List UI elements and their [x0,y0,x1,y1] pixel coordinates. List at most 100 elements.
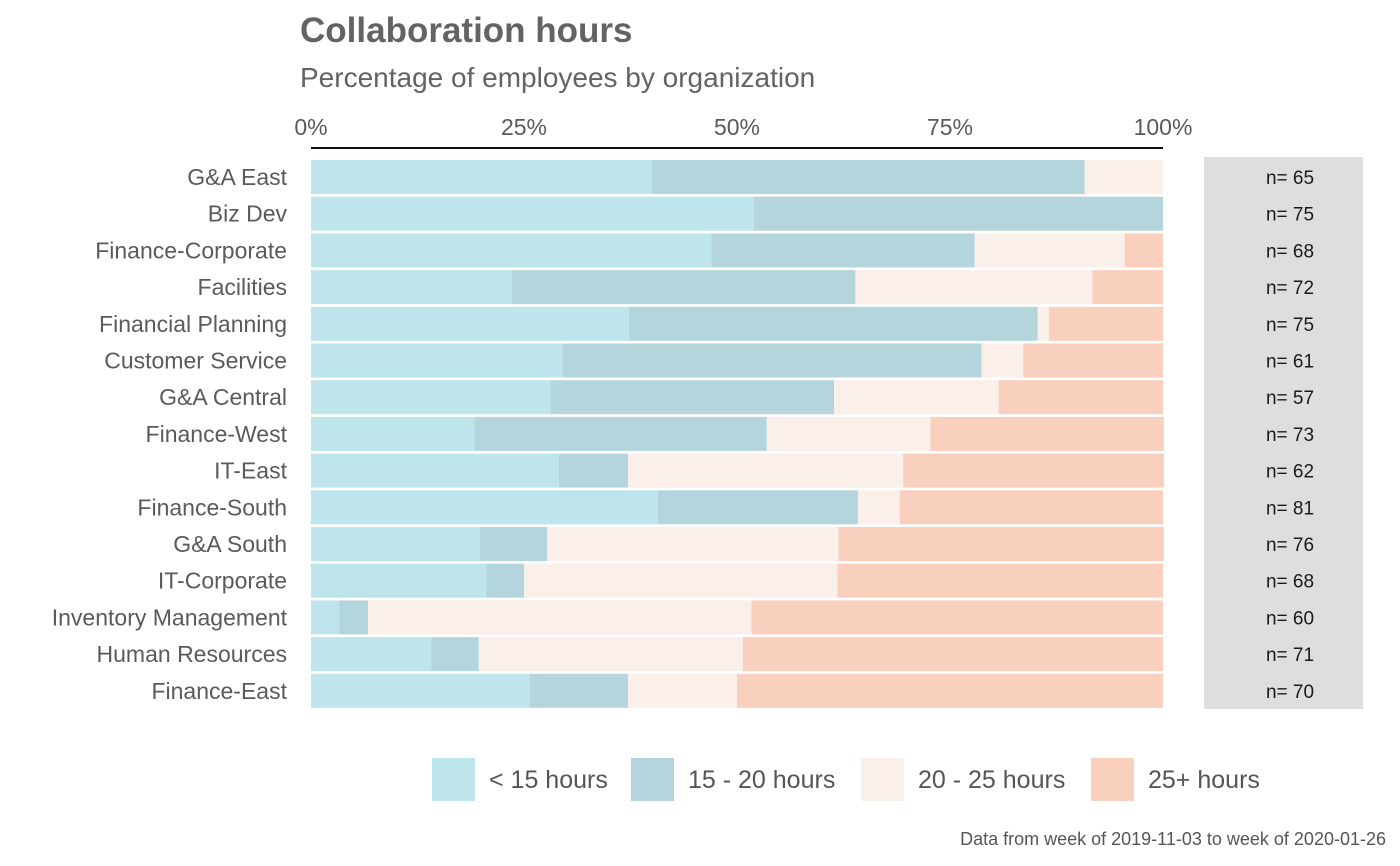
bars [311,160,1164,708]
legend-label: 15 - 20 hours [688,766,835,794]
category-labels: G&A East Biz Dev Finance-Corporate Faciliti… [52,164,288,704]
chart-subtitle: Percentage of employees by organization [300,62,815,93]
bar-segment [981,343,1024,378]
bar-segment [737,673,1163,708]
bar-segment [1037,306,1049,341]
bar-segment [1023,343,1163,378]
category-label: G&A East [187,164,287,190]
bar-segment [1124,233,1163,268]
bar-segment [311,343,563,378]
bar-segment [1048,306,1163,341]
n-label: n= 65 [1266,168,1314,189]
category-label: Finance-East [151,678,287,704]
bar-segment [857,490,900,525]
bar-segment [478,637,743,672]
bar-segment [311,306,629,341]
bar-segment [311,416,475,451]
bar-segment [311,490,658,525]
bar-segment [855,270,1093,305]
n-label: n= 75 [1266,205,1314,226]
x-axis: 0% 25% 50% 75% 100% [294,114,1192,140]
category-label: G&A South [173,531,287,557]
legend-swatch [861,758,904,801]
n-label: n= 62 [1266,462,1314,483]
bar-segment [899,490,1163,525]
bar-segment [524,563,838,598]
n-panel [1204,157,1363,709]
category-label: Finance-West [146,421,288,447]
bar-segment [431,637,479,672]
bar-segment [311,453,559,488]
legend-label: 20 - 25 hours [918,766,1065,794]
bar-segment [974,233,1125,268]
bar-segment [474,416,767,451]
legend-item: 25+ hours [1091,758,1260,801]
x-tick-label: 25% [501,114,547,140]
bar-segment [1084,160,1163,194]
bar-segment [628,306,1038,341]
category-label: IT-East [214,458,287,484]
bar-segment [657,490,858,525]
bar-segment [512,270,856,305]
bar-segment [627,453,904,488]
n-label: n= 57 [1266,388,1314,409]
bar-segment [837,563,1163,598]
bar-segment [311,637,432,672]
bar-segment [550,380,835,415]
bar-segment [627,673,737,708]
category-label: Finance-Corporate [95,237,287,263]
bar-segment [751,600,1163,635]
category-label: Facilities [198,274,287,300]
bar-segment [311,196,755,231]
n-label: n= 68 [1266,572,1314,593]
chart-title: Collaboration hours [300,11,633,50]
n-label: n= 81 [1266,498,1314,519]
x-tick-label: 75% [927,114,973,140]
bar-segment [311,233,712,268]
legend-label: 25+ hours [1148,766,1260,794]
category-label: Biz Dev [208,201,288,227]
bar-segment [998,380,1163,415]
legend-swatch [1091,758,1134,801]
bar-segment [903,453,1164,488]
legend: < 15 hours 15 - 20 hours 20 - 25 hours 25+ … [432,758,1260,801]
n-label: n= 68 [1266,241,1314,262]
bar-segment [311,160,652,194]
bar-segment [368,600,752,635]
bar-segment [711,233,975,268]
x-tick-label: 50% [714,114,760,140]
n-label: n= 61 [1266,352,1314,373]
n-label: n= 76 [1266,535,1314,556]
bar-segment [311,380,551,415]
bar-segment [479,527,548,561]
bar-segment [651,160,1085,194]
bar-segment [766,416,931,451]
category-label: Financial Planning [99,311,287,337]
bar-segment [742,637,1163,672]
bar-segment [930,416,1164,451]
legend-item: 15 - 20 hours [631,758,835,801]
legend-label: < 15 hours [489,766,608,794]
x-tick-label: 0% [294,114,327,140]
n-label: n= 71 [1266,645,1314,666]
n-label: n= 70 [1266,682,1314,703]
bar-segment [311,527,480,561]
n-labels: n= 65 n= 75 n= 68 n= 72 n= 75 n= 61 n= 57 n= 73… [1266,168,1314,703]
n-label: n= 60 [1266,608,1314,629]
caption: Data from week of 2019-11-03 to week of … [960,829,1386,849]
bar-segment [547,527,839,561]
x-tick-label: 100% [1134,114,1193,140]
bar-segment [1092,270,1163,305]
legend-item: 20 - 25 hours [861,758,1065,801]
legend-swatch [432,758,475,801]
category-label: Finance-South [137,494,287,520]
category-label: G&A Central [159,384,287,410]
bar-segment [838,527,1164,561]
bar-segment [558,453,628,488]
bar-segment [311,563,487,598]
bar-segment [529,673,628,708]
n-label: n= 72 [1266,278,1314,299]
bar-segment [834,380,999,415]
legend-swatch [631,758,674,801]
